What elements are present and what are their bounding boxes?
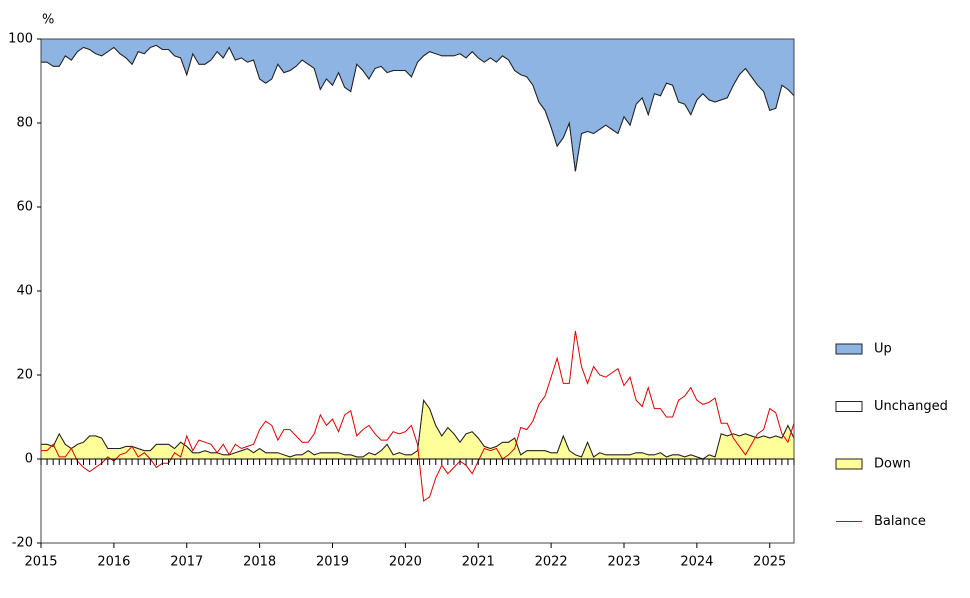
line [41, 330, 795, 502]
legend-swatch [835, 343, 863, 355]
y-tick-label: -20 [12, 536, 33, 551]
legend-label: Balance [874, 514, 926, 529]
legend-swatch [835, 401, 863, 412]
y-unit: % [42, 13, 54, 28]
x-tick-label: 2021 [462, 555, 495, 570]
x-tick-label: 2022 [535, 555, 568, 570]
x-tick-label: 2018 [243, 555, 276, 570]
x-tick-label: 2015 [24, 555, 57, 570]
x-tick-label: 2020 [389, 555, 422, 570]
x-tick-label: 2017 [170, 555, 203, 570]
x-tick-label: 2025 [753, 555, 786, 570]
x-tick-label: 2024 [680, 555, 713, 570]
x-tick-label: 2016 [97, 555, 130, 570]
y-tick-label: 40 [16, 284, 33, 299]
y-tick-label: 100 [8, 32, 33, 47]
legend-label: Unchanged [874, 399, 948, 414]
y-tick-label: 0 [25, 452, 33, 467]
area [40, 44, 795, 460]
y-tick-label: 80 [16, 116, 33, 131]
y-tick-label: 20 [16, 368, 33, 383]
x-tick-label: 2023 [607, 555, 640, 570]
legend-swatch [835, 458, 863, 470]
y-tick-label: 60 [16, 200, 33, 215]
legend-label: Down [874, 457, 911, 472]
x-tick-label: 2019 [316, 555, 349, 570]
legend-label: Up [874, 342, 892, 357]
